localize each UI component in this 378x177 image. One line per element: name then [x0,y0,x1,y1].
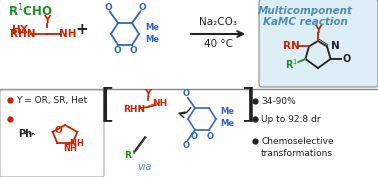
Text: ...: ... [29,130,36,136]
Text: O: O [183,141,189,150]
Text: R$^1$CHO: R$^1$CHO [8,3,52,19]
Text: Up to 92:8 dr: Up to 92:8 dr [261,115,321,124]
Text: RHN: RHN [10,29,36,39]
Text: Y = OR, SR, Het: Y = OR, SR, Het [16,96,87,104]
Text: Chemoselective: Chemoselective [261,136,334,145]
Text: NH: NH [64,144,77,153]
Text: O: O [55,126,62,135]
Text: 34-90%: 34-90% [261,96,296,105]
Text: via: via [138,162,152,172]
Text: Y: Y [144,89,152,99]
Text: Y: Y [43,15,51,25]
Text: RHN: RHN [123,104,145,113]
Text: N: N [331,41,339,51]
Text: O: O [104,2,112,12]
Text: 40 °C: 40 °C [203,39,232,49]
Text: R$^1$: R$^1$ [285,57,298,71]
Text: Me: Me [145,24,159,33]
Text: R$^1$: R$^1$ [124,149,136,161]
Text: Ph: Ph [18,129,32,139]
Text: +: + [76,21,88,36]
Text: Me: Me [145,36,159,44]
Text: Me: Me [220,119,234,129]
Text: KaMC reaction: KaMC reaction [263,17,347,27]
FancyBboxPatch shape [0,90,104,177]
Text: O: O [191,132,197,141]
Text: =NH: =NH [64,139,84,148]
Text: Multicomponent: Multicomponent [257,6,353,16]
Text: NH: NH [59,29,77,39]
Text: O: O [113,46,121,55]
Text: NH: NH [152,99,167,109]
Text: transformations: transformations [261,149,333,158]
Text: RN: RN [283,41,299,51]
FancyBboxPatch shape [259,0,378,87]
Text: $\cdot$HX: $\cdot$HX [8,23,30,35]
Text: O: O [342,54,351,64]
Text: Y: Y [314,25,322,35]
Text: Na₂CO₃: Na₂CO₃ [199,17,237,27]
Text: ]: ] [240,87,256,124]
Text: O: O [183,88,189,98]
Text: O: O [129,46,137,55]
Text: [: [ [99,87,115,124]
Text: O: O [206,132,214,141]
Text: Me: Me [220,107,234,116]
Text: O: O [138,2,146,12]
